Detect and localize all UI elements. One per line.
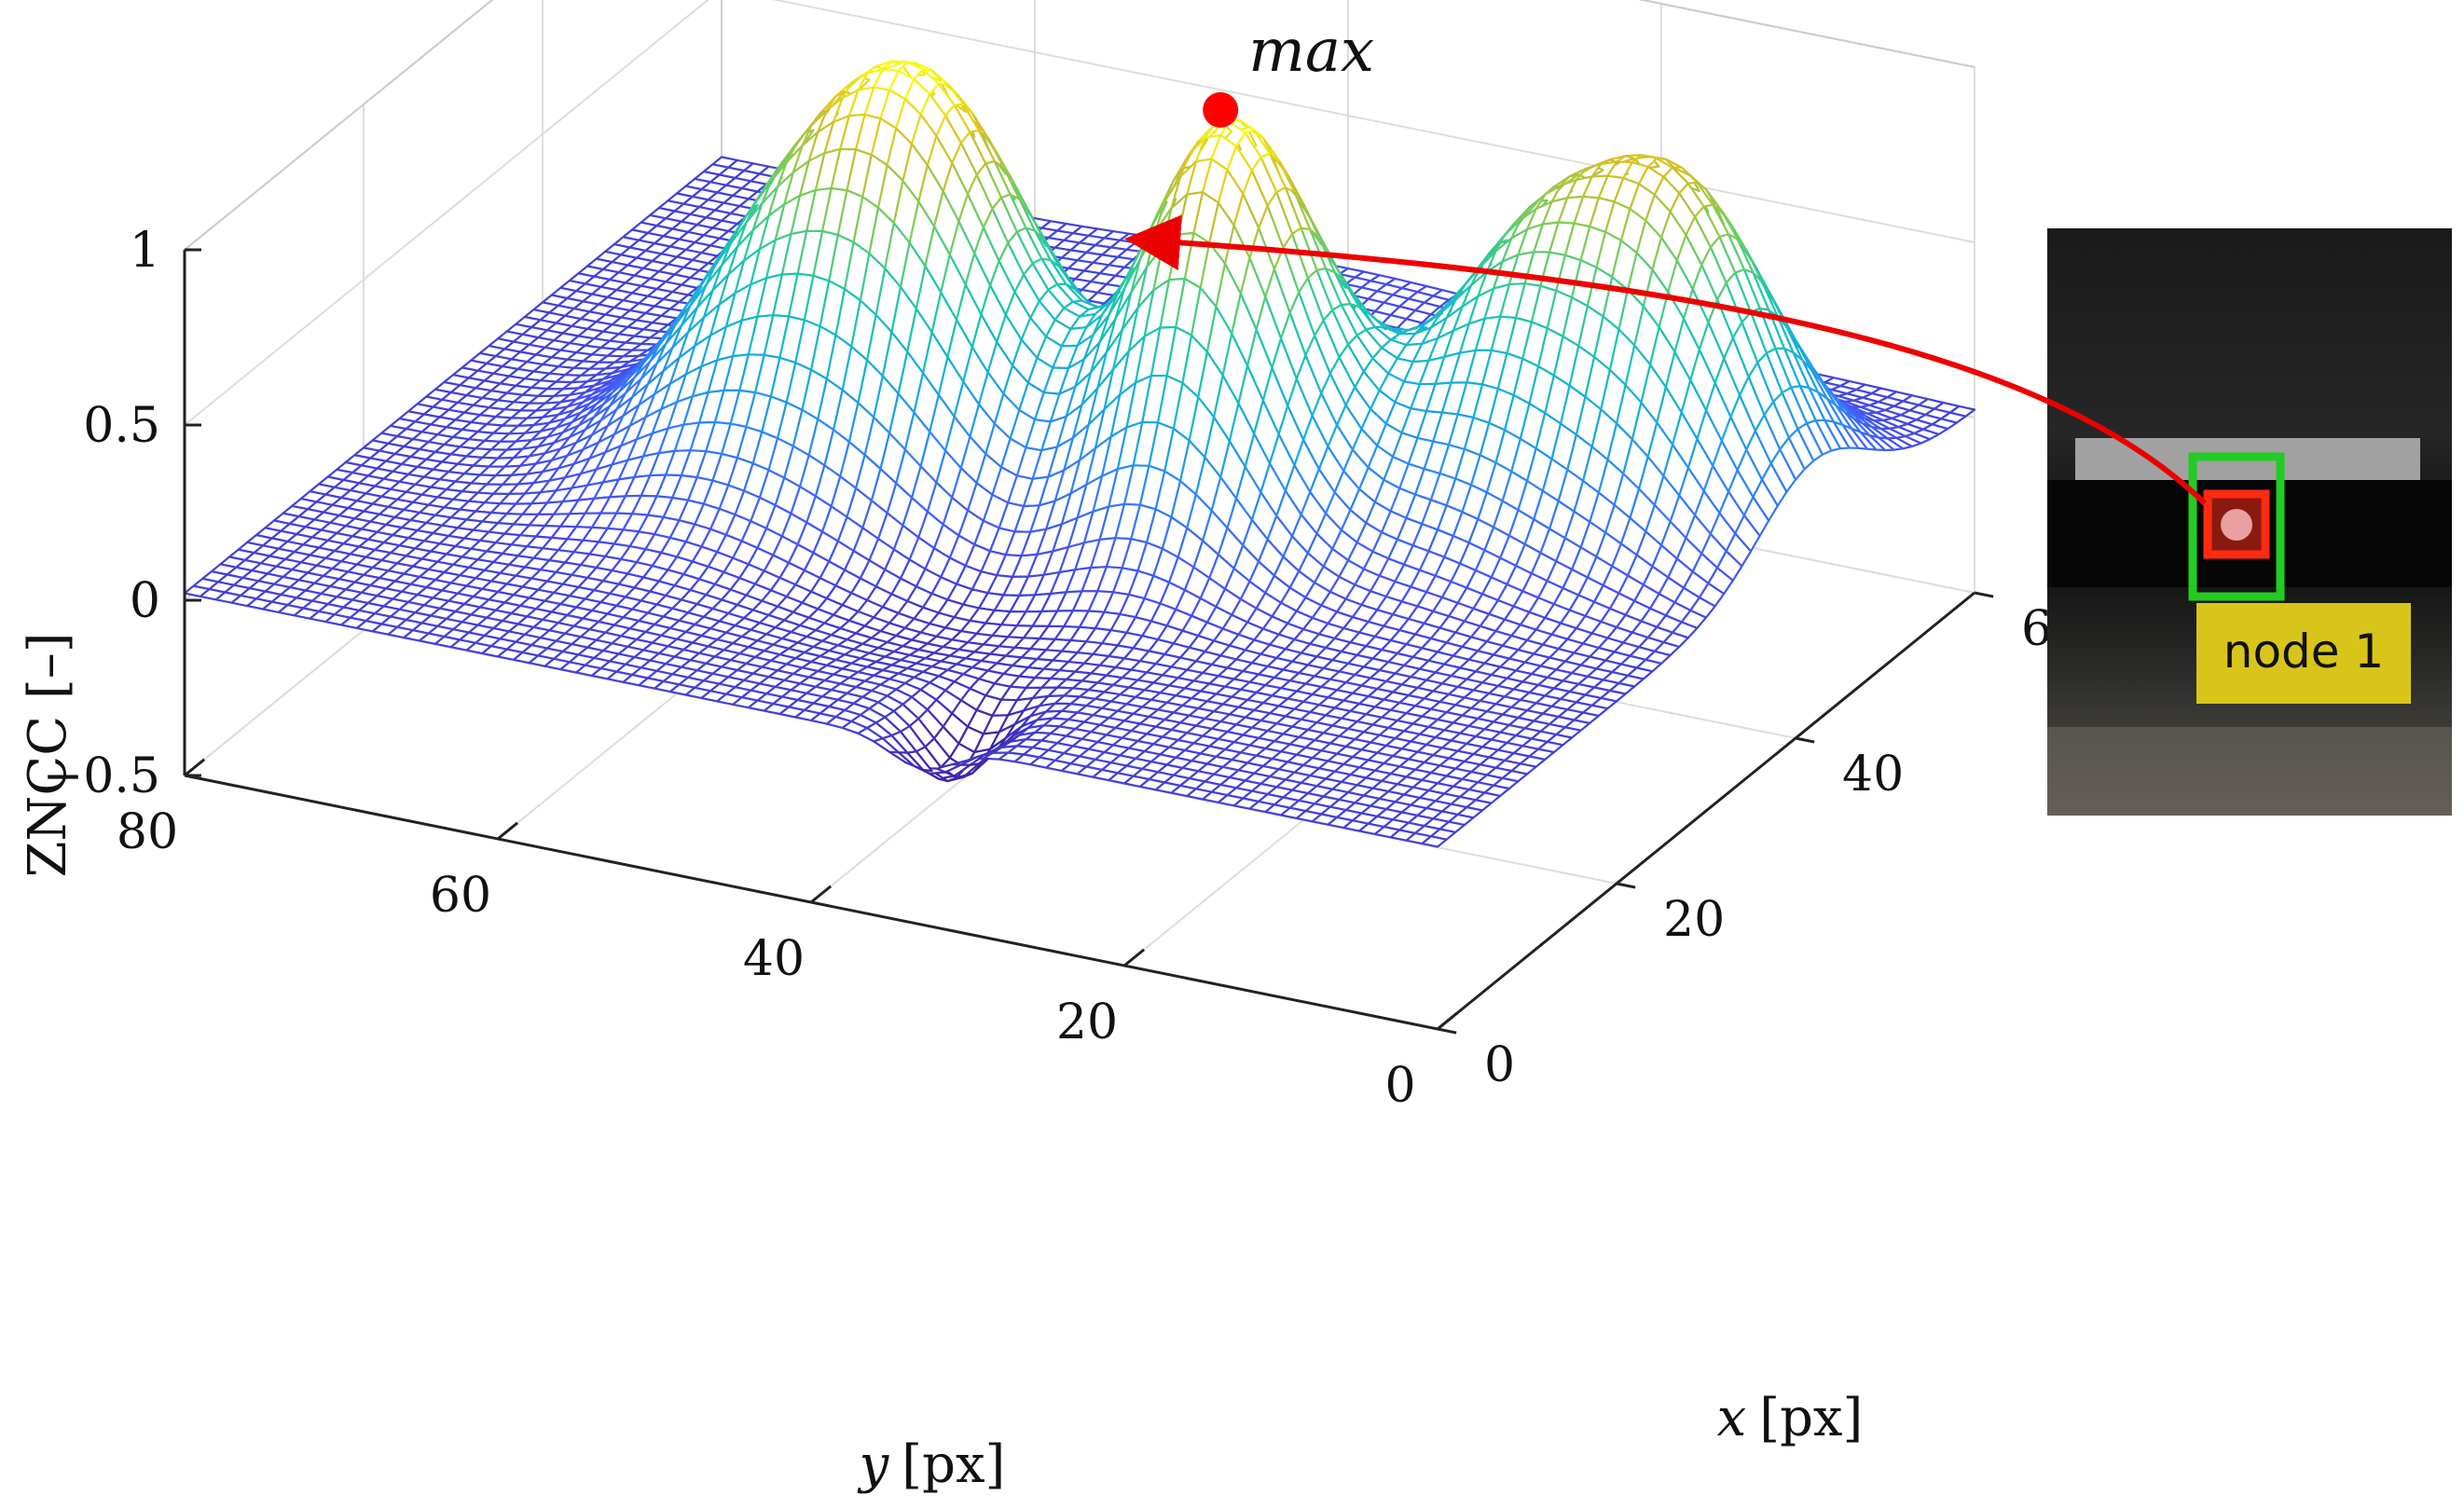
max-label: max	[1248, 17, 1374, 86]
y-axis-title: y [px]	[857, 1434, 1006, 1495]
inset-lower-rock	[2047, 727, 2452, 816]
x-axis-variable: x	[1717, 1388, 1747, 1448]
box-edge	[1638, 0, 1975, 68]
grid-line	[772, 0, 1975, 243]
x-tick	[1437, 1027, 1457, 1035]
y-tick	[497, 821, 519, 841]
y-axis-unit: [px]	[902, 1434, 1005, 1495]
z-axis-title: ZNCC [–]	[18, 632, 78, 877]
surface-mesh	[183, 60, 1976, 848]
y-tick-label: 20	[1056, 995, 1118, 1050]
node-inset-image: node 1	[2047, 228, 2452, 816]
y-tick	[1123, 948, 1146, 967]
max-point-marker	[1203, 91, 1239, 128]
y-tick-label: 80	[117, 804, 178, 860]
z-tick-label: 1	[130, 223, 160, 279]
node-target-dot	[2221, 509, 2252, 541]
box-edge	[184, 0, 494, 251]
x-axis-title: x [px]	[1717, 1388, 1864, 1448]
z-tick-label: 0	[130, 573, 160, 629]
node-label: node 1	[2223, 624, 2385, 679]
x-axis-unit: [px]	[1759, 1388, 1863, 1448]
y-tick-label: 0	[1384, 1058, 1415, 1114]
y-tick	[184, 758, 206, 777]
x-tick	[1974, 591, 1994, 598]
x-tick-label: 20	[1663, 892, 1725, 948]
x-tick-label: 0	[1484, 1037, 1515, 1093]
y-axis-variable: y	[857, 1434, 890, 1495]
x-tick-label: 40	[1842, 747, 1904, 803]
y-tick-label: 40	[743, 931, 805, 987]
z-tick-label: 0.5	[83, 398, 160, 454]
x-tick	[1795, 736, 1815, 744]
x-tick	[1616, 882, 1636, 889]
y-tick	[810, 885, 833, 904]
grid-line	[184, 0, 494, 251]
grid-line	[184, 0, 709, 426]
y-tick-label: 60	[430, 868, 491, 924]
y-tick	[1437, 1011, 1459, 1031]
